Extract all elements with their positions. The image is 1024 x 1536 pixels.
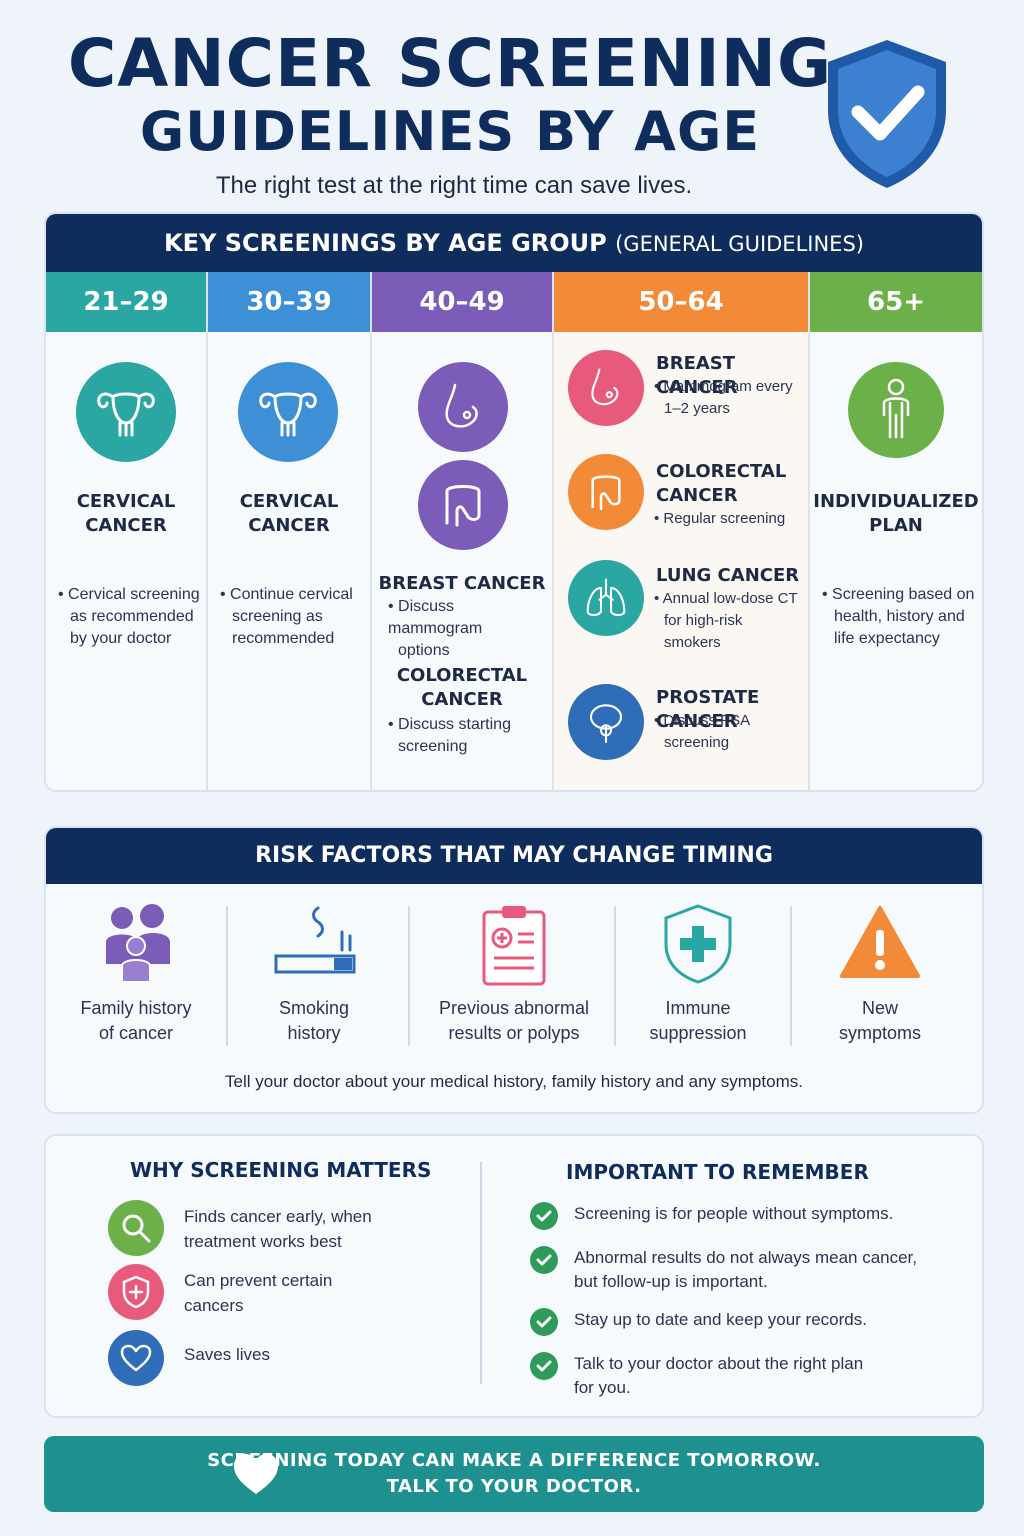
uterus-icon — [76, 362, 176, 462]
breast-note: Discuss mammogram options — [388, 596, 552, 662]
key-screenings-heading-suffix: (GENERAL GUIDELINES) — [615, 232, 864, 256]
risk-label: Previous abnormal results or polyps — [438, 998, 590, 1043]
lung-cancer-row: LUNG CANCER Annual low-dose CT for high-… — [554, 560, 808, 660]
why-item-prevent: Can prevent certain cancers — [108, 1264, 488, 1324]
heart-icon — [234, 1454, 278, 1494]
risk-label: New symptoms — [838, 998, 921, 1043]
age-column-50-64: 50–64 BREAST CANCER Mammogram every 1–2 … — [554, 272, 810, 790]
warning-icon — [840, 906, 920, 978]
age-header: 30–39 — [208, 272, 370, 332]
key-screenings-heading-text: KEY SCREENINGS BY AGE GROUP — [164, 229, 607, 257]
why-item-saves-lives: Saves lives — [108, 1330, 488, 1390]
why-text: Can prevent certain cancers — [184, 1271, 333, 1315]
colon-icon — [418, 460, 508, 550]
individualized-note: Screening based on health, history and l… — [822, 584, 980, 650]
risk-immune-suppression: Immune suppression — [618, 884, 778, 1064]
important-text: Stay up to date and keep your records. — [574, 1310, 867, 1329]
individualized-plan-title: INDIVIDUALIZED PLAN — [813, 491, 979, 536]
important-text: Abnormal results do not always mean canc… — [574, 1248, 918, 1291]
important-text: Talk to your doctor about the right plan… — [574, 1354, 864, 1397]
breast-cancer-title: BREAST CANCER — [378, 573, 546, 594]
footer-banner: SCREENING TODAY CAN MAKE A DIFFERENCE TO… — [44, 1436, 984, 1512]
age-header: 40–49 — [372, 272, 552, 332]
risk-note: Tell your doctor about your medical hist… — [225, 1072, 803, 1091]
divider — [790, 906, 792, 1046]
check-icon — [530, 1246, 558, 1274]
magnifier-icon — [108, 1200, 164, 1256]
check-icon — [530, 1202, 558, 1230]
cervical-note: Cervical screening as recommended by you… — [58, 584, 206, 650]
breast-cancer-row: BREAST CANCER Mammogram every 1–2 years — [554, 348, 808, 448]
cervical-cancer-title: CERVICAL CANCER — [76, 491, 176, 536]
why-text: Finds cancer early, when treatment works… — [184, 1207, 372, 1251]
family-icon — [106, 904, 170, 983]
divider — [408, 906, 410, 1046]
divider — [614, 906, 616, 1046]
lungs-icon — [568, 560, 644, 636]
lung-cancer-title: LUNG CANCER — [656, 565, 800, 586]
footer-line2: TALK TO YOUR DOCTOR. — [386, 1476, 642, 1497]
shield-plus-icon — [664, 904, 732, 984]
key-screenings-heading: KEY SCREENINGS BY AGE GROUP (GENERAL GUI… — [46, 214, 982, 272]
age-column-30-39: 30–39 CERVICAL CANCER Continue cervical … — [208, 272, 372, 790]
prostate-icon — [568, 684, 644, 760]
why-and-important-panel: WHY SCREENING MATTERS Finds cancer early… — [44, 1134, 984, 1418]
page-title-line2: GUIDELINES BY AGE — [139, 100, 761, 163]
colon-icon — [568, 454, 644, 530]
divider — [226, 906, 228, 1046]
breast-note: Mammogram every 1–2 years — [654, 376, 804, 420]
cigarette-icon — [274, 906, 356, 974]
risk-label: Immune suppression — [649, 998, 747, 1043]
why-item-early: Finds cancer early, when treatment works… — [108, 1200, 488, 1260]
risk-new-symptoms: New symptoms — [800, 884, 960, 1064]
footer-line1: SCREENING TODAY CAN MAKE A DIFFERENCE TO… — [207, 1450, 821, 1471]
check-icon — [530, 1352, 558, 1380]
divider — [480, 1162, 482, 1384]
risk-previous-abnormal: Previous abnormal results or polyps — [416, 884, 612, 1064]
lung-note: Annual low-dose CT for high-risk smokers — [654, 588, 804, 654]
cervical-cancer-title: CERVICAL CANCER — [239, 491, 339, 536]
risk-factors-panel: RISK FACTORS THAT MAY CHANGE TIMING Fami… — [44, 826, 984, 1114]
uterus-icon — [238, 362, 338, 462]
colorectal-cancer-title: COLORECTAL CANCER — [656, 461, 787, 506]
page-title-line1: CANCER SCREENING — [67, 25, 833, 102]
age-column-40-49: 40–49 BREAST CANCER Discuss mammogram op… — [372, 272, 554, 790]
why-text: Saves lives — [184, 1345, 270, 1364]
breast-icon — [418, 362, 508, 452]
age-column-21-29: 21–29 CERVICAL CANCER Cervical screening… — [46, 272, 208, 790]
cervical-note: Continue cervical screening as recommend… — [220, 584, 370, 650]
risk-label: Family history of cancer — [80, 998, 192, 1043]
breast-icon — [568, 350, 644, 426]
colorectal-note: Discuss starting screening — [388, 714, 552, 758]
risk-factors-heading: RISK FACTORS THAT MAY CHANGE TIMING — [46, 828, 982, 884]
risk-label: Smoking history — [278, 998, 350, 1043]
person-icon — [848, 362, 944, 458]
shield-check-icon — [828, 40, 946, 188]
page-subtitle: The right test at the right time can sav… — [215, 172, 693, 199]
colorectal-cancer-row: COLORECTAL CANCER Regular screening — [554, 452, 808, 552]
risk-smoking-history: Smoking history — [234, 884, 394, 1064]
age-header: 21–29 — [46, 272, 206, 332]
prostate-cancer-row: PROSTATE CANCER Discuss PSA screening — [554, 684, 808, 784]
key-screenings-panel: KEY SCREENINGS BY AGE GROUP (GENERAL GUI… — [44, 212, 984, 792]
prostate-note: Discuss PSA screening — [654, 710, 804, 754]
age-header: 65+ — [810, 272, 982, 332]
heart-icon — [108, 1330, 164, 1386]
risk-family-history: Family history of cancer — [56, 884, 216, 1064]
important-heading: IMPORTANT TO REMEMBER — [566, 1160, 869, 1184]
colorectal-cancer-title: COLORECTAL CANCER — [396, 665, 528, 710]
colorectal-note: Regular screening — [654, 508, 804, 530]
shield-plus-icon — [108, 1264, 164, 1320]
important-text: Screening is for people without symptoms… — [574, 1204, 894, 1223]
why-screening-heading: WHY SCREENING MATTERS — [130, 1158, 432, 1182]
age-header: 50–64 — [554, 272, 808, 332]
age-column-65-plus: 65+ INDIVIDUALIZED PLAN Screening based … — [810, 272, 982, 790]
check-icon — [530, 1308, 558, 1336]
clipboard-icon — [482, 906, 546, 986]
